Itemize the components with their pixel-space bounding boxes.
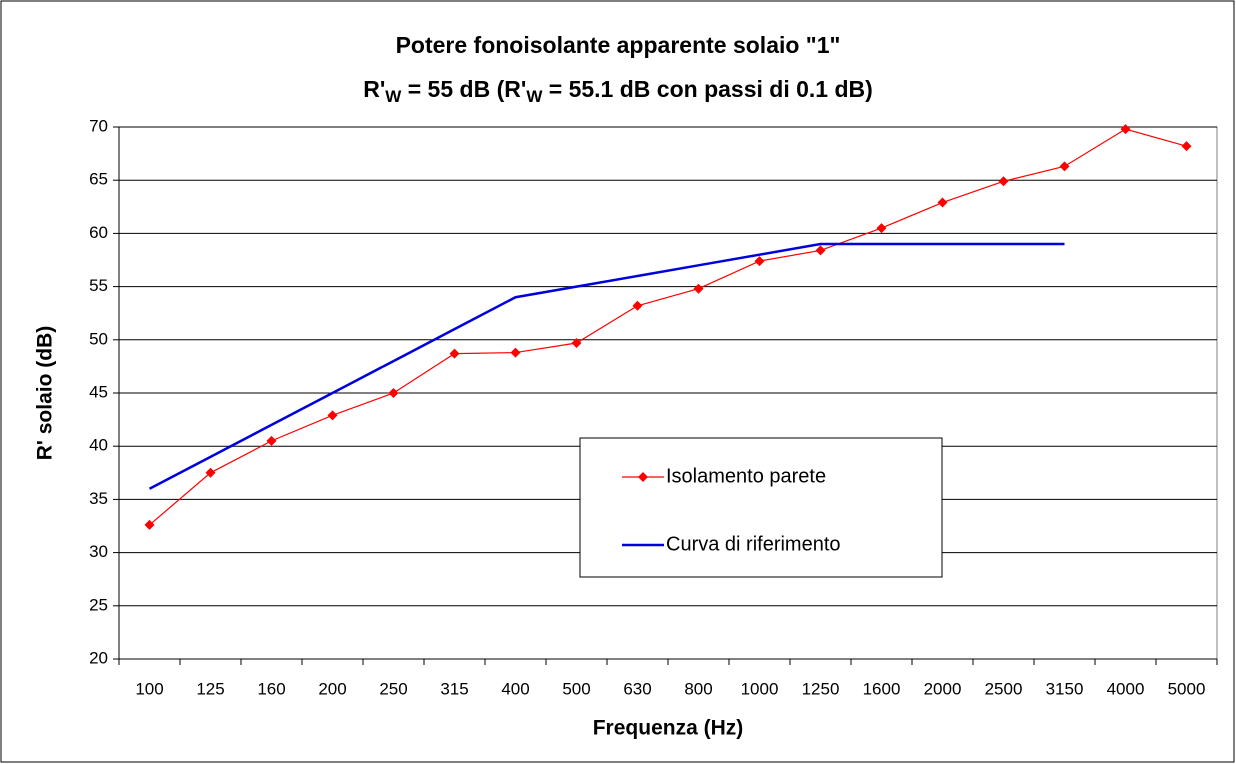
data-point bbox=[388, 388, 399, 398]
x-tick-label: 125 bbox=[196, 679, 224, 698]
data-point bbox=[754, 256, 765, 267]
legend-marker bbox=[638, 472, 648, 482]
data-point bbox=[266, 435, 277, 446]
series-line bbox=[149, 128, 1187, 526]
data-point bbox=[205, 467, 216, 478]
x-axis-title: Frequenza (Hz) bbox=[593, 717, 744, 740]
x-tick-label: 630 bbox=[623, 679, 651, 698]
chart-title: Potere fonoisolante apparente solaio "1" bbox=[396, 32, 841, 58]
x-tick-label: 400 bbox=[501, 679, 529, 698]
y-tick-label: 35 bbox=[89, 489, 108, 508]
x-tick-label: 2500 bbox=[985, 679, 1023, 698]
data-point bbox=[632, 300, 643, 311]
x-tick-label: 250 bbox=[379, 679, 407, 698]
legend-box bbox=[579, 437, 943, 578]
chart-subtitle: R'W = 55 dB (R'W = 55.1 dB con passi di … bbox=[363, 76, 873, 106]
subtitle-part: R' bbox=[363, 76, 385, 102]
subtitle-subscript: W bbox=[526, 87, 543, 106]
y-tick-label: 60 bbox=[89, 223, 108, 242]
x-tick-label: 1000 bbox=[741, 679, 779, 698]
subtitle-subscript: W bbox=[385, 87, 402, 106]
data-point bbox=[449, 348, 460, 359]
legend-label: Curva di riferimento bbox=[666, 533, 841, 555]
data-point bbox=[815, 245, 826, 256]
y-tick-label: 30 bbox=[89, 542, 108, 561]
x-tick-label: 200 bbox=[318, 679, 346, 698]
x-tick-label: 500 bbox=[562, 679, 590, 698]
subtitle-part: = 55.1 dB con passi di 0.1 dB) bbox=[542, 76, 872, 102]
data-point bbox=[1120, 124, 1131, 135]
x-tick-label: 3150 bbox=[1046, 679, 1084, 698]
y-tick-label: 45 bbox=[89, 382, 108, 401]
subtitle-part: = 55 dB (R' bbox=[401, 76, 526, 102]
x-tick-label: 160 bbox=[257, 679, 285, 698]
series-line bbox=[148, 242, 1065, 490]
y-tick-label: 40 bbox=[89, 436, 108, 455]
y-tick-label: 55 bbox=[89, 276, 108, 295]
x-tick-label: 100 bbox=[135, 679, 163, 698]
y-tick-label: 20 bbox=[89, 648, 108, 667]
data-point bbox=[510, 347, 521, 358]
data-point bbox=[327, 410, 338, 421]
y-tick-label: 50 bbox=[89, 329, 108, 348]
data-point bbox=[1181, 141, 1192, 152]
data-point bbox=[1059, 161, 1070, 172]
x-tick-label: 315 bbox=[440, 679, 468, 698]
data-point bbox=[693, 283, 704, 294]
data-point bbox=[937, 197, 948, 208]
x-tick-label: 1600 bbox=[863, 679, 901, 698]
legend-label: Isolamento parete bbox=[666, 465, 826, 487]
data-point bbox=[144, 519, 155, 530]
data-point bbox=[571, 337, 582, 348]
y-tick-label: 25 bbox=[89, 595, 108, 614]
x-tick-label: 2000 bbox=[924, 679, 962, 698]
data-point bbox=[998, 176, 1009, 187]
y-axis-title: R' solaio (dB) bbox=[34, 326, 57, 461]
y-tick-label: 65 bbox=[89, 170, 108, 189]
x-tick-label: 5000 bbox=[1168, 679, 1206, 698]
data-point bbox=[876, 223, 887, 234]
x-tick-label: 800 bbox=[684, 679, 712, 698]
y-tick-label: 70 bbox=[89, 116, 108, 135]
x-tick-label: 4000 bbox=[1107, 679, 1145, 698]
x-tick-label: 1250 bbox=[802, 679, 840, 698]
